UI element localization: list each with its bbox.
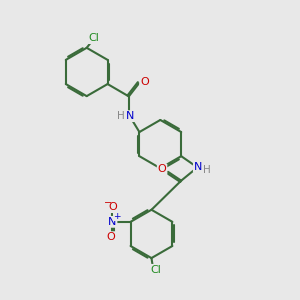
Text: N: N — [126, 111, 134, 121]
Text: O: O — [158, 164, 167, 174]
Text: N: N — [194, 162, 202, 172]
Text: O: O — [108, 202, 117, 212]
Text: O: O — [140, 77, 149, 87]
Text: O: O — [106, 232, 115, 242]
Text: Cl: Cl — [88, 33, 99, 43]
Text: −: − — [104, 198, 112, 208]
Text: +: + — [113, 212, 120, 221]
Text: Cl: Cl — [151, 265, 161, 275]
Text: N: N — [108, 217, 116, 227]
Text: H: H — [203, 165, 211, 175]
Text: H: H — [117, 111, 124, 121]
